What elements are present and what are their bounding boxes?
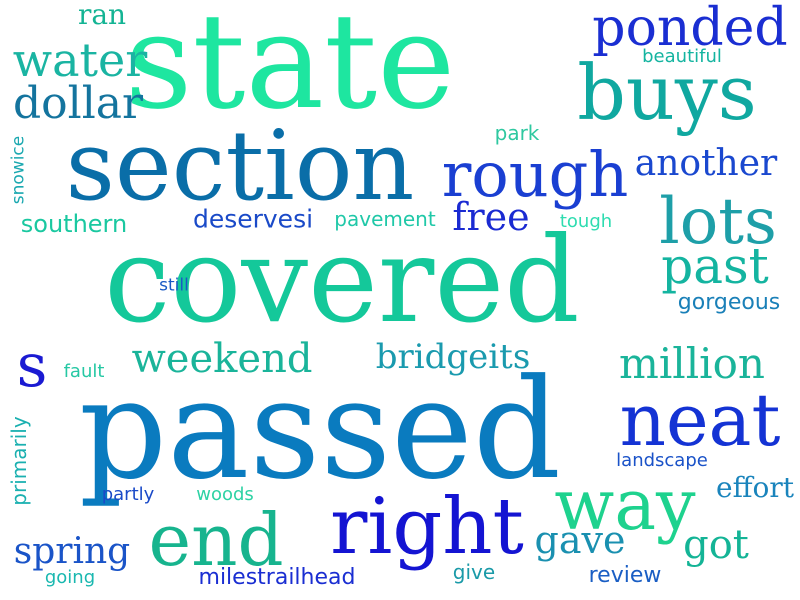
word-end: end	[148, 498, 284, 582]
word-tough: tough	[559, 211, 613, 232]
word-section: section	[65, 110, 415, 222]
word-past: past	[661, 237, 769, 295]
word-state: state	[124, 0, 456, 139]
word-fault: fault	[63, 361, 105, 382]
word-million: million	[619, 339, 765, 388]
word-passed: passed	[78, 349, 562, 510]
word-woods: woods	[196, 484, 254, 505]
word-right: right	[330, 482, 524, 572]
word-covered: covered	[104, 211, 580, 349]
word-buys: buys	[577, 48, 757, 137]
word-milestrailhead: milestrailhead	[198, 565, 356, 590]
word-ran: ran	[77, 0, 127, 31]
word-water: water	[12, 33, 148, 87]
word-beautiful: beautiful	[642, 46, 722, 67]
word-snowice: snowice	[8, 135, 29, 205]
word-way: way	[554, 464, 696, 546]
word-dollar: dollar	[12, 78, 144, 129]
word-lots: lots	[659, 185, 777, 259]
word-ponded: ponded	[592, 0, 788, 58]
word-got: got	[683, 522, 749, 568]
word-southern: southern	[20, 210, 128, 238]
word-deservesi: deservesi	[192, 204, 314, 234]
word-going: going	[44, 567, 96, 588]
word-pavement: pavement	[334, 207, 436, 231]
word-partly: partly	[101, 484, 155, 505]
word-neat: neat	[619, 378, 781, 462]
word-spring: spring	[13, 531, 131, 572]
word-rough: rough	[441, 138, 629, 211]
word-effort: effort	[716, 471, 794, 504]
word-gave: gave	[534, 518, 626, 562]
word-s: s	[16, 331, 48, 401]
word-park: park	[494, 121, 540, 145]
word-still: still	[159, 275, 189, 296]
word-weekend: weekend	[131, 336, 313, 382]
word-primarily: primarily	[7, 416, 31, 506]
word-free: free	[452, 195, 530, 239]
word-landscape: landscape	[616, 450, 708, 471]
word-another: another	[634, 143, 778, 184]
word-give: give	[452, 560, 496, 584]
word-review: review	[588, 563, 662, 588]
word-gorgeous: gorgeous	[677, 290, 781, 315]
word-bridgeits: bridgeits	[375, 337, 531, 377]
